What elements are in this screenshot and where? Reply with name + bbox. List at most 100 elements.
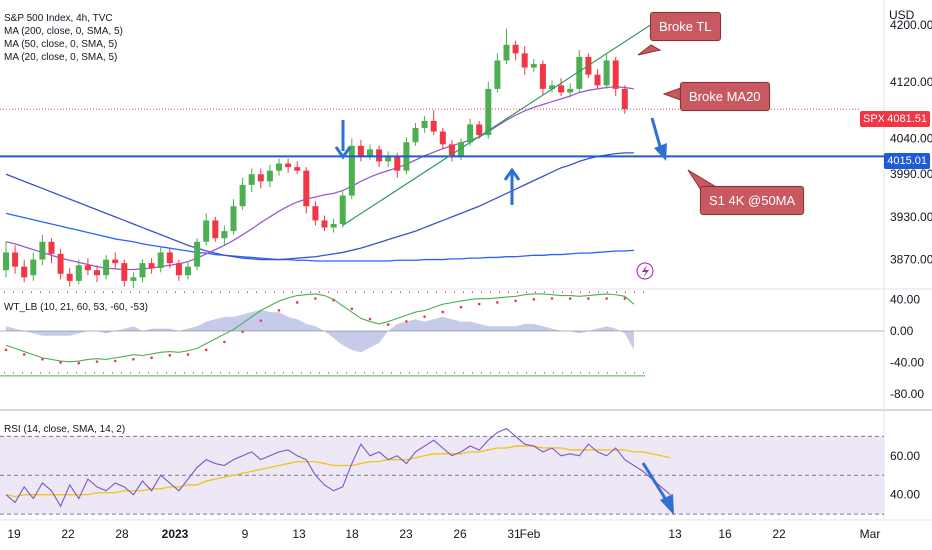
callout-broke-ma20[interactable]: Broke MA20 (680, 82, 770, 111)
x-tick-label: 22 (61, 527, 75, 541)
callout-pointer-tl (637, 44, 662, 56)
wt2-dot (241, 330, 244, 333)
price-tick-label: 4200.00 (890, 18, 932, 32)
legend-ma200: MA (200, close, 0, SMA, 5) (4, 26, 123, 37)
rsi-arrow (641, 462, 670, 504)
wt2-dot (368, 317, 372, 321)
candle-body (276, 163, 282, 171)
candle-body (439, 131, 446, 145)
callout-broke-tl[interactable]: Broke TL (650, 12, 721, 41)
wt2-dot (277, 309, 281, 312)
candle-body (130, 277, 137, 281)
candle-body (194, 241, 201, 267)
wt-tick-label: -40.00 (890, 356, 924, 370)
wt2-dot (405, 320, 408, 323)
candle-body (257, 174, 264, 182)
candle-body (430, 120, 437, 132)
candle-body (248, 174, 255, 185)
candle-body (394, 156, 401, 171)
candle-body (148, 263, 155, 269)
candle-body (512, 44, 519, 54)
candle-body (339, 195, 346, 224)
candle-body (558, 85, 565, 93)
wt2-dot (113, 359, 117, 363)
candle-body (30, 259, 37, 276)
x-tick-label: 22 (772, 527, 786, 541)
callout-s1-4k-50ma[interactable]: S1 4K @50MA (700, 186, 805, 215)
wt-cloud (6, 309, 634, 353)
wt2-dot (168, 354, 172, 357)
candle-body (103, 259, 110, 276)
legend-ma50: MA (50, close, 0, SMA, 5) (4, 39, 118, 50)
ma50-line (5, 152, 634, 261)
wt1-line (5, 293, 635, 363)
wt2-dot (587, 297, 590, 300)
candle-body (494, 60, 501, 89)
x-tick-label: Mar (860, 527, 881, 541)
trend-line (342, 11, 671, 226)
wt-title: WT_LB (10, 21, 60, 53, -60, -53) (4, 302, 148, 313)
x-tick-label: 2023 (162, 527, 189, 541)
rsi-ma-line (5, 445, 671, 498)
wt2-dot (605, 297, 608, 300)
candle-body (112, 259, 119, 264)
symbol-tag: SPX (860, 111, 889, 127)
diag-arrow-price-head (654, 143, 667, 161)
x-tick-label: 13 (668, 527, 682, 541)
x-tick-label: 26 (453, 527, 467, 541)
candle-body (321, 220, 328, 228)
price-tick-label: 4120.00 (890, 75, 932, 89)
wt2-dot (568, 297, 572, 300)
price-tick-label: 3930.00 (890, 210, 932, 224)
wt2-dot (314, 297, 317, 300)
candle-body (594, 74, 601, 86)
ma20-line (5, 86, 635, 271)
candle-body (166, 252, 173, 264)
wt2-dot (350, 307, 354, 311)
wt-tick-label: -80.00 (890, 387, 924, 401)
candle-body (521, 53, 528, 68)
candle-body (485, 88, 492, 136)
candle-body (57, 253, 64, 274)
wt2-dot (22, 353, 26, 356)
x-tick-label: 16 (718, 527, 732, 541)
candle-body (458, 142, 464, 157)
candle-body (185, 266, 191, 276)
candle-body (612, 60, 619, 89)
candle-body (66, 273, 73, 281)
candle-body (539, 64, 546, 89)
wt2-dot (77, 361, 81, 365)
candle-body (330, 224, 337, 228)
candle-body (203, 220, 210, 242)
candle-body (221, 231, 228, 239)
currency-label: USD (889, 8, 915, 22)
x-tick-label: Feb (520, 527, 541, 541)
support-price-tag: 4015.01 (884, 153, 930, 169)
rsi-tick-label: 60.00 (890, 449, 920, 463)
candle-body (576, 56, 583, 89)
legend-ma20: MA (20, close, 0, SMA, 5) (4, 52, 118, 63)
candle-body (48, 241, 55, 254)
callout-pointer-ma20 (662, 87, 682, 101)
price-tick-label: 3990.00 (890, 167, 932, 181)
wt2-dot (223, 340, 226, 344)
rsi-tick-label: 40.00 (890, 488, 920, 502)
x-tick-label: 23 (399, 527, 413, 541)
wt2-dot (41, 357, 44, 361)
wt2-dot (332, 298, 335, 302)
candle-body (285, 163, 292, 168)
candle-body (3, 252, 9, 271)
candle-body (230, 206, 237, 232)
candle-body (476, 124, 483, 136)
candle-body (385, 156, 392, 162)
wt2-dot (441, 310, 445, 314)
candle-body (139, 263, 146, 278)
candle-body (294, 167, 301, 171)
wt2-dot (423, 315, 426, 318)
x-tick-label: 18 (345, 527, 359, 541)
ma200-line (5, 212, 634, 262)
candle-body (266, 170, 273, 182)
x-tick-label: 19 (7, 527, 21, 541)
candle-body (175, 263, 182, 276)
